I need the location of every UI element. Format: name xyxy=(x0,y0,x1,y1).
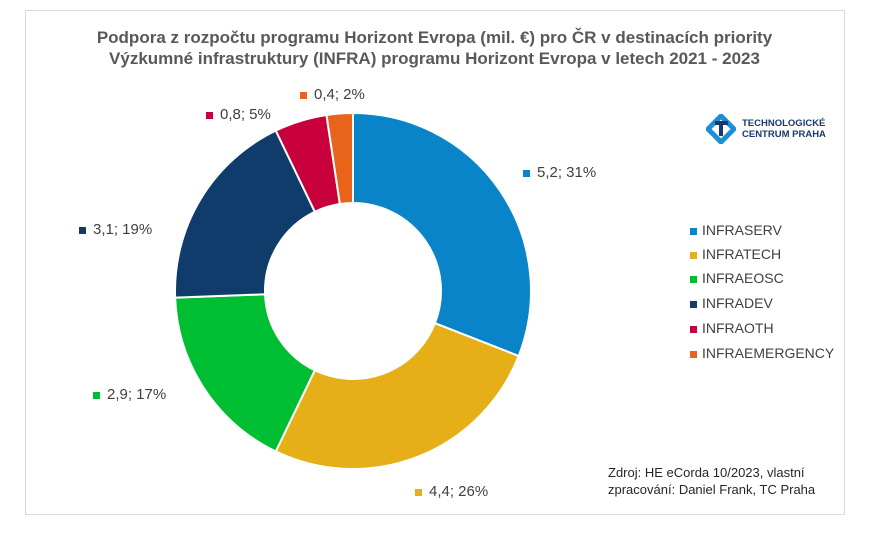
data-label-infraemergency: 0,4; 2% xyxy=(300,86,365,103)
donut-slice-infratech xyxy=(274,321,520,470)
donut-slice-infraserv xyxy=(352,111,532,358)
legend-label: INFRAEMERGENCY xyxy=(702,345,835,361)
chart-title-line-2: Výzkumné infrastruktury (INFRA) programu… xyxy=(109,49,760,68)
legend-label: INFRAOTH xyxy=(702,320,774,336)
legend-marker xyxy=(690,227,697,235)
logo-icon xyxy=(706,114,736,144)
data-label-infratech: 4,4; 26% xyxy=(415,483,488,500)
legend-label: INFRADEV xyxy=(702,295,773,311)
logo-line-1: TECHNOLOGICKÉ xyxy=(742,118,826,129)
legend-item-infraserv: INFRASERV xyxy=(690,222,782,238)
data-label-text: 3,1; 19% xyxy=(93,221,153,238)
legend-label: INFRAEOSC xyxy=(702,270,784,286)
donut-slice-infradev xyxy=(174,129,317,299)
data-label-text: 0,8; 5% xyxy=(220,106,271,123)
donut-slice-infraemergency xyxy=(325,111,354,206)
legend-item-infraoth: INFRAOTH xyxy=(690,320,774,336)
label-marker xyxy=(206,111,213,119)
legend-marker xyxy=(690,300,697,308)
source-line-2: zpracování: Daniel Frank, TC Praha xyxy=(608,482,816,497)
data-label-text: 0,4; 2% xyxy=(314,86,365,103)
legend-label: INFRASERV xyxy=(702,222,782,238)
data-label-infradev: 3,1; 19% xyxy=(79,221,152,238)
logo-line-2: CENTRUM PRAHA xyxy=(742,129,826,140)
data-label-infraoth: 0,8; 5% xyxy=(206,106,271,123)
legend-label: INFRATECH xyxy=(702,246,782,262)
legend-item-infratech: INFRATECH xyxy=(690,246,781,262)
legend-item-infraemergency: INFRAEMERGENCY xyxy=(690,345,834,361)
label-marker xyxy=(93,391,100,399)
label-marker xyxy=(300,91,307,99)
label-marker xyxy=(415,488,422,496)
legend-marker xyxy=(690,275,697,283)
label-marker xyxy=(523,169,530,177)
legend-item-infradev: INFRADEV xyxy=(690,295,773,311)
data-label-text: 5,2; 31% xyxy=(537,164,597,181)
donut-slice-infraeosc xyxy=(174,293,317,453)
chart-title-line-1: Podpora z rozpočtu programu Horizont Evr… xyxy=(96,28,773,47)
legend-item-infraeosc: INFRAEOSC xyxy=(690,270,784,286)
data-label-text: 2,9; 17% xyxy=(107,386,167,403)
source-note: Zdroj: HE eCorda 10/2023, vlastní zpraco… xyxy=(608,464,815,498)
label-marker xyxy=(79,226,86,234)
chart-frame xyxy=(25,10,845,515)
data-label-infraserv: 5,2; 31% xyxy=(523,164,596,181)
tc-praha-logo: TECHNOLOGICKÉ CENTRUM PRAHA xyxy=(706,114,826,144)
legend-marker xyxy=(690,251,697,259)
source-line-1: Zdroj: HE eCorda 10/2023, vlastní xyxy=(608,465,805,480)
data-label-text: 4,4; 26% xyxy=(429,483,489,500)
legend-marker xyxy=(690,325,697,333)
data-label-infraeosc: 2,9; 17% xyxy=(93,386,166,403)
legend-marker xyxy=(690,350,697,358)
